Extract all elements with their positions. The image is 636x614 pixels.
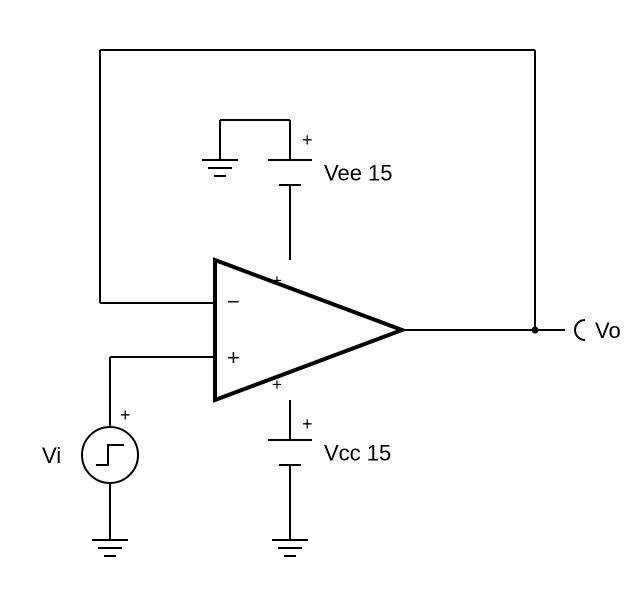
text-element: + xyxy=(302,414,313,434)
vi-waveform-icon xyxy=(96,445,124,465)
vee-label: Vee 15 xyxy=(324,161,393,186)
opamp-minus-mark: − xyxy=(227,289,240,314)
opamp-triangle xyxy=(215,260,402,400)
text-element: + xyxy=(272,271,282,290)
vcc-label: Vcc 15 xyxy=(324,441,391,466)
text-element: + xyxy=(120,405,131,425)
vi-label: Vi xyxy=(42,443,61,468)
vo-label: Vo xyxy=(595,318,621,343)
opamp-plus-mark: + xyxy=(227,345,240,370)
text-element: + xyxy=(302,130,313,150)
text-element: + xyxy=(272,375,282,394)
output-terminal xyxy=(575,320,585,340)
vi-source xyxy=(82,427,138,483)
